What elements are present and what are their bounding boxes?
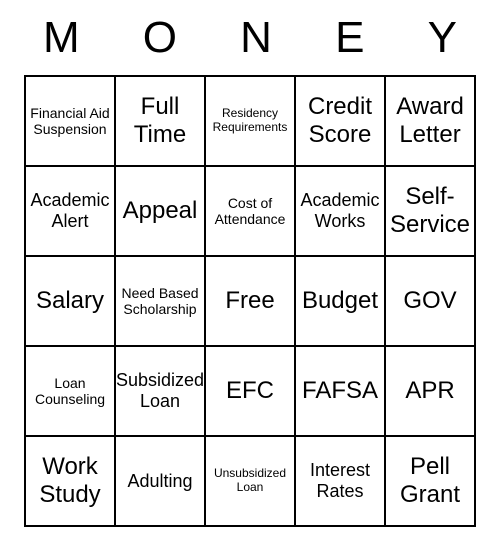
header-letter-y: Y [428, 13, 457, 63]
bingo-cell-label: GOV [403, 287, 456, 315]
bingo-cell-label: Pell Grant [390, 453, 470, 508]
bingo-cell[interactable]: Financial Aid Suspension [25, 76, 115, 166]
header-letter-m: M [43, 13, 80, 63]
bingo-grid: Financial Aid Suspension Full Time Residen… [24, 75, 476, 527]
header-letter-e: E [335, 13, 364, 63]
bingo-cell-label: Adulting [127, 471, 192, 492]
bingo-cell-label: Award Letter [390, 93, 470, 148]
bingo-header: M O N E Y [25, 5, 475, 75]
bingo-cell[interactable]: Academic Works [295, 166, 385, 256]
bingo-cell-label: Full Time [120, 93, 200, 148]
bingo-cell[interactable]: Academic Alert [25, 166, 115, 256]
bingo-cell[interactable]: Subsidized Loan [115, 346, 205, 436]
bingo-cell[interactable]: EFC [205, 346, 295, 436]
bingo-cell-label: Free [225, 287, 274, 315]
bingo-cell-label: Budget [302, 287, 378, 315]
bingo-cell[interactable]: GOV [385, 256, 475, 346]
bingo-cell[interactable]: Pell Grant [385, 436, 475, 526]
bingo-cell[interactable]: APR [385, 346, 475, 436]
bingo-cell-label: Academic Alert [30, 190, 110, 231]
bingo-cell[interactable]: FAFSA [295, 346, 385, 436]
bingo-cell-label: Financial Aid Suspension [30, 105, 110, 137]
bingo-cell-label: Appeal [123, 197, 198, 225]
bingo-cell[interactable]: Adulting [115, 436, 205, 526]
bingo-cell-label: EFC [226, 377, 274, 405]
bingo-cell[interactable]: Salary [25, 256, 115, 346]
bingo-cell[interactable]: Free [205, 256, 295, 346]
bingo-cell[interactable]: Residency Requirements [205, 76, 295, 166]
bingo-cell-label: Salary [36, 287, 104, 315]
bingo-cell[interactable]: Budget [295, 256, 385, 346]
header-letter-n: N [240, 13, 272, 63]
bingo-cell[interactable]: Interest Rates [295, 436, 385, 526]
bingo-cell-label: Residency Requirements [210, 107, 290, 135]
bingo-cell-label: Work Study [30, 453, 110, 508]
bingo-cell[interactable]: Self-Service [385, 166, 475, 256]
bingo-cell-label: Interest Rates [300, 460, 380, 501]
bingo-cell[interactable]: Credit Score [295, 76, 385, 166]
bingo-cell-label: FAFSA [302, 377, 378, 405]
bingo-cell-label: Self-Service [390, 183, 470, 238]
bingo-cell-label: Cost of Attendance [210, 195, 290, 227]
bingo-cell[interactable]: Need Based Scholarship [115, 256, 205, 346]
bingo-cell-label: Subsidized Loan [116, 370, 204, 411]
bingo-cell[interactable]: Loan Counseling [25, 346, 115, 436]
bingo-cell[interactable]: Appeal [115, 166, 205, 256]
bingo-cell-label: Loan Counseling [30, 375, 110, 407]
bingo-cell[interactable]: Work Study [25, 436, 115, 526]
bingo-cell-label: Credit Score [300, 93, 380, 148]
bingo-cell-label: APR [405, 377, 454, 405]
bingo-cell[interactable]: Cost of Attendance [205, 166, 295, 256]
bingo-cell[interactable]: Award Letter [385, 76, 475, 166]
bingo-cell-label: Academic Works [300, 190, 380, 231]
bingo-cell[interactable]: Full Time [115, 76, 205, 166]
bingo-cell-label: Need Based Scholarship [120, 285, 200, 317]
header-letter-o: O [143, 13, 177, 63]
bingo-cell-label: Unsubsidized Loan [210, 467, 290, 495]
bingo-cell[interactable]: Unsubsidized Loan [205, 436, 295, 526]
